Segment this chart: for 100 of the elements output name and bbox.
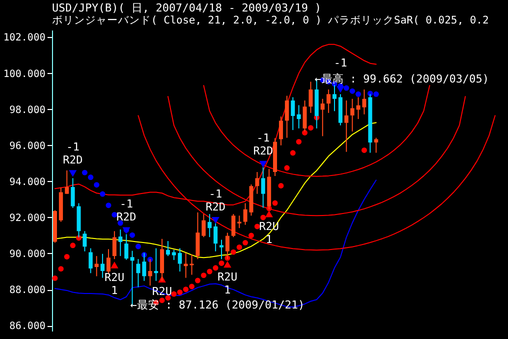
candlestick [290, 96, 295, 131]
y-tick-label: 98.000 [9, 104, 46, 116]
candlestick [82, 230, 87, 252]
point [171, 291, 177, 297]
point [236, 244, 242, 250]
candlestick [196, 212, 200, 260]
candlestick [172, 249, 176, 260]
annotation: -1 [256, 131, 270, 144]
candlestick [106, 248, 110, 274]
candlestick [154, 248, 158, 282]
y-tick-label: 92.000 [9, 212, 46, 224]
annotation: -1 [66, 140, 80, 154]
candlestick [160, 238, 164, 282]
candlestick [178, 248, 182, 272]
point [259, 160, 268, 168]
point [254, 224, 260, 230]
candlestick [202, 214, 206, 238]
candlestick [220, 239, 224, 260]
candlestick [136, 258, 140, 288]
point [350, 88, 356, 94]
point [52, 275, 58, 281]
point [94, 182, 100, 188]
point [206, 268, 212, 274]
point [106, 202, 112, 208]
point [218, 260, 224, 266]
y-tick-label: 100.000 [3, 68, 46, 80]
line-series [54, 180, 377, 308]
candlestick [278, 116, 283, 146]
annotation: 1 [266, 232, 272, 246]
chart-subtitle: ボリンジャーバンド( Close, 21, 2.0, -2.0, 0 ) パラボリックSaR( 0.025, 0.2 [52, 14, 489, 26]
point [290, 150, 296, 156]
annotation: -1 [334, 56, 348, 70]
series-label: R2U [104, 271, 124, 284]
candlestick [214, 222, 218, 252]
point [212, 216, 220, 224]
point [356, 91, 362, 97]
annotation: -1 [208, 187, 222, 200]
point [183, 286, 189, 292]
candlestick [374, 137, 378, 154]
candlestick [231, 214, 236, 238]
point [189, 284, 194, 290]
point [373, 91, 379, 97]
candlestick [88, 248, 93, 274]
y-tick-label: 88.000 [9, 285, 46, 296]
candlestick [118, 229, 122, 257]
point [64, 254, 70, 260]
candlestick [237, 215, 242, 229]
candlestick [284, 95, 289, 138]
candlestick [112, 230, 116, 260]
point [68, 170, 77, 177]
point [200, 272, 206, 278]
annotation: 1 [111, 284, 118, 298]
point [278, 182, 284, 188]
candlestick [124, 234, 128, 260]
point [130, 232, 136, 238]
point [302, 130, 308, 136]
candlestick [320, 98, 325, 137]
text: R2D [116, 210, 136, 224]
y-tick-label: 96.000 [9, 140, 46, 152]
point [177, 290, 183, 295]
candlestick [94, 256, 99, 277]
candlestick [64, 170, 69, 194]
candlestick [308, 81, 313, 114]
series-label: R2D [206, 200, 226, 214]
point [70, 242, 76, 248]
point [296, 139, 302, 144]
y-tick-label: 86.000 [9, 321, 46, 332]
point [136, 244, 141, 250]
candlestick [70, 178, 75, 208]
candlestick [148, 258, 152, 286]
y-tick-label: 102.000 [3, 32, 46, 44]
candlestick [166, 240, 170, 257]
point [284, 165, 290, 171]
point [336, 86, 344, 93]
annotation: -1 [120, 198, 133, 211]
candlestick [296, 104, 301, 129]
candlestick [100, 253, 105, 278]
text: R2D [62, 153, 83, 166]
candlestick [350, 98, 354, 132]
point [194, 278, 200, 284]
candlestick [344, 100, 348, 152]
point [308, 125, 314, 131]
point [112, 212, 118, 218]
y-tick-label: 90.000 [9, 248, 46, 260]
point [265, 210, 273, 218]
candlestick [261, 166, 266, 208]
point [260, 214, 266, 220]
candlestick [255, 172, 260, 194]
annotation: ←最高 : 99.662 (2009/03/05) [314, 72, 489, 86]
candlestick [208, 214, 212, 238]
point [248, 232, 254, 238]
point [344, 85, 350, 91]
text: R2U [218, 270, 238, 284]
point [362, 147, 367, 153]
point [224, 260, 232, 268]
point [272, 200, 278, 206]
point [100, 191, 106, 197]
point [58, 266, 64, 272]
chart-title: USD/JPY(B)( 日, 2007/04/18 - 2009/03/19 ) [52, 2, 322, 14]
point [118, 220, 124, 226]
